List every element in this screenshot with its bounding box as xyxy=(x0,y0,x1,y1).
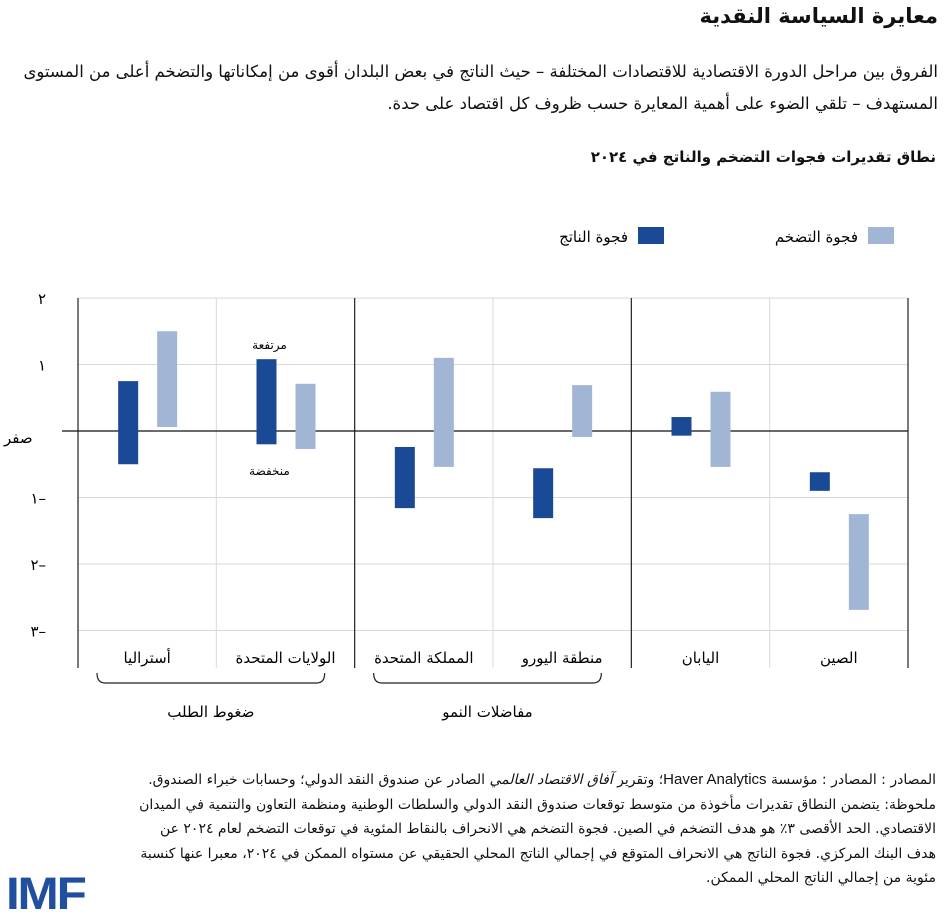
bar-inflation-gap xyxy=(295,383,316,449)
group-bracket xyxy=(96,672,326,684)
category-label: أستراليا xyxy=(123,648,170,667)
category-label: الصين xyxy=(820,649,858,667)
note: ملحوظة: يتضمن النطاق تقديرات مأخوذة من م… xyxy=(139,796,936,887)
y-tick-label: ١– xyxy=(30,490,46,508)
bar-inflation-gap xyxy=(848,514,869,610)
imf-logo: IMF xyxy=(6,868,87,919)
grid xyxy=(62,297,909,668)
chart-title: نطاق تقديرات فجوات التضخم والناتج في ٢٠٢… xyxy=(590,148,936,166)
category-label: اليابان xyxy=(682,649,720,667)
y-tick-label: ٢– xyxy=(30,556,46,574)
sources-prefix: المصادر : المصادر : مؤسسة xyxy=(766,772,936,788)
group-label: ضغوط الطلب xyxy=(167,703,254,721)
bar-output-gap xyxy=(118,381,139,465)
category-label: الولايات المتحدة xyxy=(235,649,335,667)
bar-output-gap xyxy=(394,446,415,509)
sources-haver: Haver Analytics xyxy=(663,771,767,788)
legend-label-inflation: فجوة التضخم xyxy=(775,228,858,246)
labels: ٢ ١ صفر ١– ٢– ٣– أستراليا الولايات المتحدة الممل… xyxy=(3,290,858,721)
y-tick-label: ٢ xyxy=(38,290,46,308)
category-label: المملكة المتحدة xyxy=(374,649,474,667)
group-bracket xyxy=(373,672,602,684)
footer: المصادر : المصادر : مؤسسة Haver Analytic… xyxy=(21,768,936,891)
y-tick-label: ١ xyxy=(38,357,46,375)
sources: المصادر : المصادر : مؤسسة Haver Analytic… xyxy=(21,768,936,793)
bar-output-gap xyxy=(809,472,830,491)
legend: فجوة التضخم فجوة الناتج xyxy=(559,227,894,246)
range-bar-chart: فجوة التضخم فجوة الناتج ٢ ١ صفر ١– ٢– ٣– أسترال… xyxy=(3,227,909,721)
bar-inflation-gap xyxy=(157,331,178,428)
page-title: معايرة السياسة النقدية xyxy=(699,4,938,28)
bar-inflation-gap xyxy=(710,391,731,467)
bar-output-gap xyxy=(256,359,277,445)
group-label: مفاضلات النمو xyxy=(441,703,532,721)
legend-swatch-inflation xyxy=(868,227,894,244)
sources-weo: آفاق الاقتصاد العالمي xyxy=(489,772,613,788)
bar-output-gap xyxy=(533,468,554,519)
bars xyxy=(118,331,869,610)
legend-label-output: فجوة الناتج xyxy=(559,228,628,246)
category-label: منطقة اليورو xyxy=(521,649,603,667)
annotation-high: مرتفعة xyxy=(252,338,287,353)
annotation-low: منخفضة xyxy=(249,464,290,478)
subtitle: الفروق بين مراحل الدورة الاقتصادية للاقت… xyxy=(23,62,938,113)
sources-suffix: الصادر عن صندوق النقد الدولي؛ وحسابات خب… xyxy=(148,772,490,788)
y-tick-label: صفر xyxy=(3,429,33,447)
bar-inflation-gap xyxy=(433,357,454,467)
sources-mid: ؛ وتقرير xyxy=(612,772,664,788)
bar-output-gap xyxy=(671,417,692,436)
bar-inflation-gap xyxy=(572,385,593,437)
y-tick-label: ٣– xyxy=(30,623,46,641)
legend-swatch-output xyxy=(638,227,664,244)
